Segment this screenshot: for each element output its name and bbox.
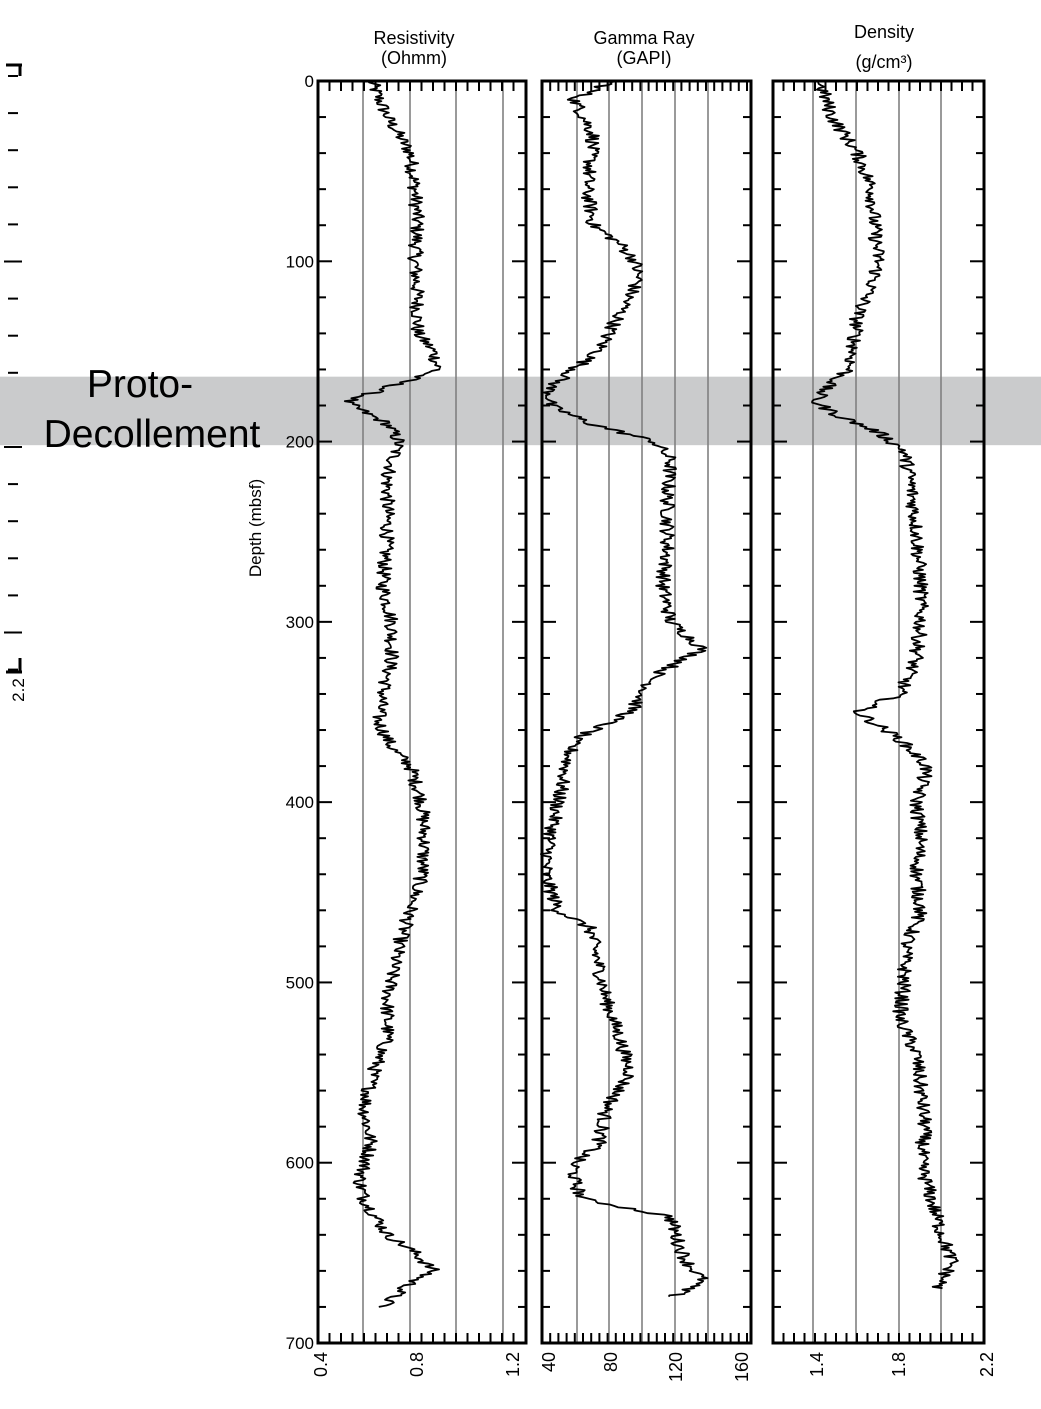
left-panel-tick-label: 2.2 <box>9 678 28 702</box>
depth-tick-label: 200 <box>286 433 314 452</box>
density-track: 1.4 1.8 2.2 <box>771 79 997 1377</box>
gamma-ray-track: 40 80 120 160 <box>539 79 753 1382</box>
depth-axis-tick-labels: 0 100 200 300 400 500 600 700 <box>286 72 314 1353</box>
x-tick-label: 80 <box>601 1352 621 1372</box>
x-tick-label: 2.2 <box>977 1352 997 1377</box>
x-tick-label: 1.2 <box>503 1352 523 1377</box>
depth-tick-label: 700 <box>286 1334 314 1353</box>
x-tick-label: 0.4 <box>311 1352 331 1377</box>
log-trace <box>343 80 442 1308</box>
proto-decollement-label-line2: Decollement <box>44 413 261 456</box>
track-frame <box>540 79 753 1345</box>
x-tick-label: 40 <box>539 1352 559 1372</box>
density-units: (g/cm³) <box>856 52 913 72</box>
density-title: Density <box>854 22 914 42</box>
track-frame <box>771 79 986 1345</box>
x-tick-label: 1.4 <box>807 1352 827 1377</box>
log-trace <box>811 80 959 1290</box>
x-tick-label: 160 <box>732 1352 752 1382</box>
depth-tick-label: 400 <box>286 793 314 812</box>
gamma-ray-units: (GAPI) <box>616 48 671 68</box>
depth-tick-label: 100 <box>286 252 314 271</box>
depth-tick-label: 500 <box>286 973 314 992</box>
gamma-ray-title: Gamma Ray <box>593 28 694 48</box>
depth-tick-label: 0 <box>305 72 314 91</box>
resistivity-units: (Ohmm) <box>381 48 447 68</box>
proto-decollement-band <box>0 376 1041 446</box>
depth-tick-label: 600 <box>286 1154 314 1173</box>
x-tick-label: 120 <box>666 1352 686 1382</box>
proto-decollement-label-line1: Proto- <box>87 363 193 406</box>
resistivity-track: 0.4 0.8 1.2 <box>311 79 528 1377</box>
x-tick-label: 1.8 <box>889 1352 909 1377</box>
left-panel-ticks <box>4 75 22 674</box>
x-tick-label: 0.8 <box>407 1352 427 1377</box>
track-frame <box>316 79 528 1345</box>
log-trace <box>540 80 709 1298</box>
resistivity-title: Resistivity <box>373 28 454 48</box>
depth-tick-label: 300 <box>286 613 314 632</box>
depth-axis-title: Depth (mbsf) <box>246 479 265 577</box>
